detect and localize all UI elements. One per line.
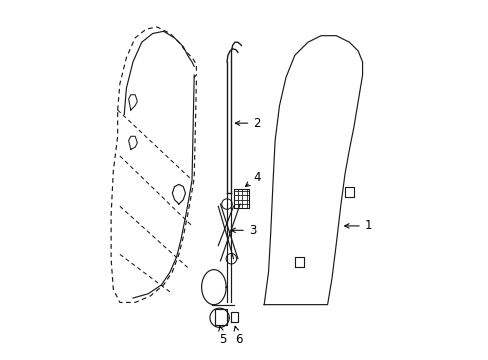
- Text: 2: 2: [235, 117, 260, 130]
- Text: 5: 5: [218, 326, 226, 346]
- Text: 1: 1: [344, 219, 371, 233]
- Text: 3: 3: [230, 224, 256, 237]
- Text: 6: 6: [234, 326, 242, 346]
- Text: 4: 4: [245, 171, 260, 186]
